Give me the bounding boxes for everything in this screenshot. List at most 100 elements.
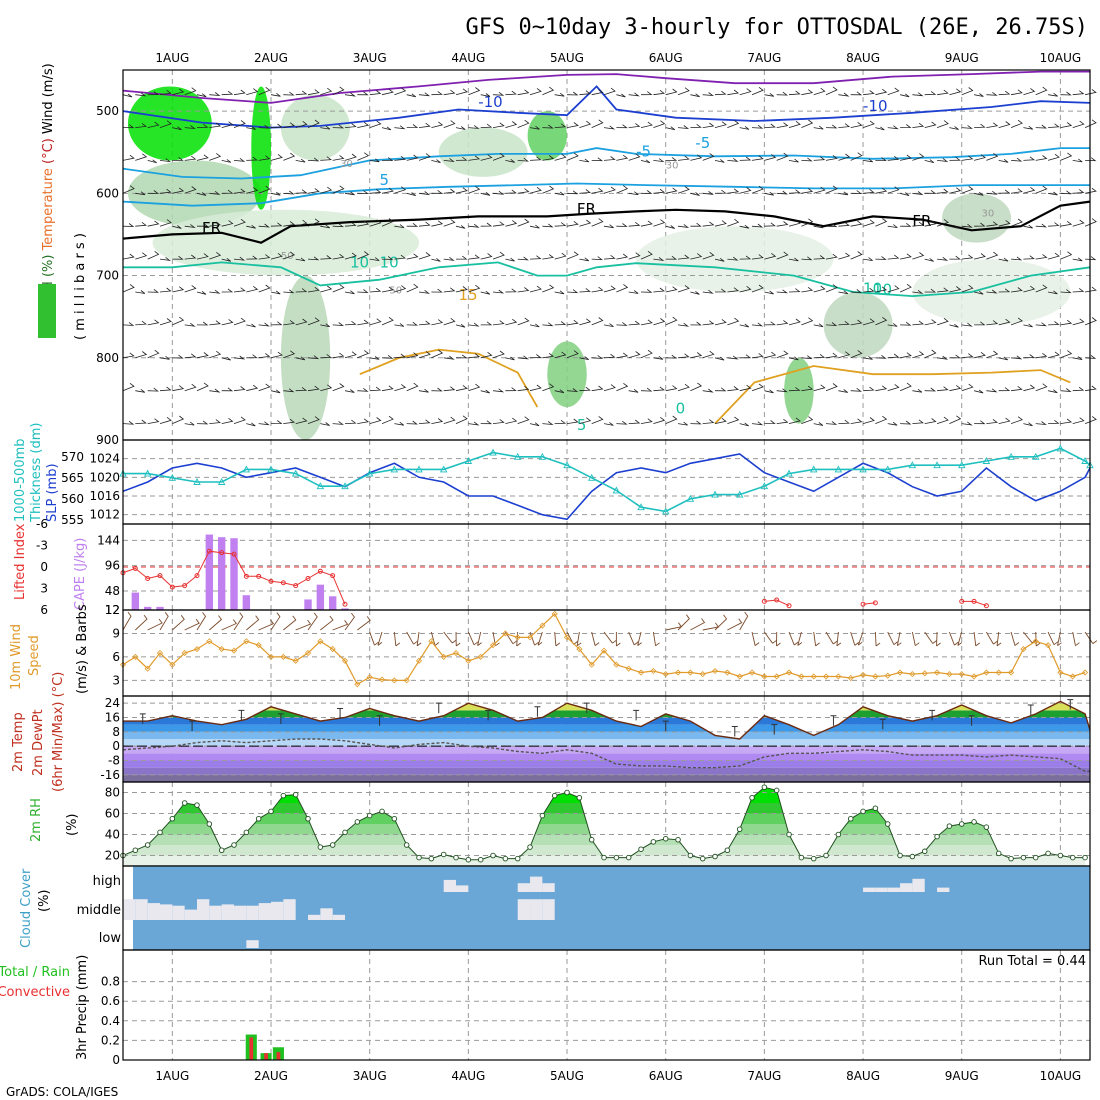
contour-label: 50: [281, 251, 294, 262]
x-tick-label-top: 1AUG: [155, 51, 189, 65]
series-line-slp: [122, 453, 1091, 521]
wind-barb-icon: [295, 288, 308, 293]
wind-barb-icon: [801, 317, 814, 326]
wind-barb-icon: [184, 322, 196, 327]
thickness-marker: [834, 465, 843, 473]
wind-barb-icon: [270, 92, 281, 97]
wind-barb-icon: [357, 616, 371, 631]
wind-barb-icon: [505, 90, 517, 96]
wind-barb-icon: [653, 416, 666, 424]
wind-barb-icon: [443, 386, 456, 392]
wind-barb-icon: [492, 91, 505, 96]
wind-barb-icon: [974, 123, 986, 128]
wind-barb-icon: [233, 355, 246, 360]
rh-point: [280, 792, 287, 799]
wind-barb-icon: [159, 158, 172, 163]
wind-barb-icon: [665, 88, 678, 96]
wind-barb-icon: [665, 385, 678, 392]
wind-barb-icon: [788, 90, 801, 96]
wind-barb-icon: [875, 256, 887, 260]
wind-barb-icon: [751, 155, 764, 161]
rh-point: [625, 854, 632, 861]
wind-barb-icon: [381, 354, 394, 359]
wind-barb-icon: [468, 284, 481, 293]
rh-point: [206, 821, 213, 827]
wind-barb-icon: [998, 121, 1011, 128]
wind-barb-icon: [653, 219, 666, 227]
wind-barb-icon: [332, 322, 345, 326]
thickness-marker: [661, 507, 670, 515]
wind-speed-marker: [650, 667, 657, 675]
wind-barb-icon: [1060, 319, 1073, 326]
wind-speed-marker: [810, 673, 817, 680]
wind-barb-icon: [418, 92, 431, 97]
wind-barb-icon: [640, 319, 653, 326]
wind-barb-icon: [677, 614, 690, 631]
wind-barb-icon: [184, 383, 197, 392]
contour-label: -5: [636, 142, 651, 160]
wind-barb-icon: [887, 224, 898, 228]
wind-barb-icon: [505, 158, 515, 163]
wind-barb-icon: [949, 323, 959, 328]
li-line: [961, 600, 987, 607]
wind-barb-icon: [505, 220, 518, 227]
wind-barb-icon: [172, 88, 185, 96]
precip-tick-label: 0.2: [101, 1033, 120, 1047]
wind-barb-icon: [714, 288, 727, 293]
wind-barb-icon: [986, 350, 999, 359]
y-tick-label: 600: [96, 186, 119, 200]
wind-speed-marker: [711, 667, 719, 675]
wind-barb-icon: [957, 631, 963, 646]
wind-barb-icon: [431, 319, 444, 326]
cape-bar: [217, 537, 226, 610]
wind-barb-icon: [529, 285, 542, 293]
wind-barb-icon: [394, 224, 405, 228]
wind-barb-icon: [1023, 224, 1033, 229]
wind-barb-icon: [924, 387, 937, 392]
max-whisker: [189, 720, 196, 732]
wind-barb-icon: [480, 389, 490, 394]
rh-band: [123, 855, 1086, 866]
wind-barb-icon: [246, 285, 259, 293]
wind-barb-icon: [320, 422, 330, 426]
wind-barb-icon: [283, 418, 296, 424]
wind-barb-icon: [974, 290, 984, 295]
wind-barb-icon: [196, 420, 209, 425]
wind-barb-icon: [862, 318, 875, 326]
thickness-marker: [193, 478, 201, 485]
dewpoint-line: [122, 738, 1090, 772]
wind-barb-icon: [764, 321, 776, 326]
wind-barb-icon: [1023, 186, 1036, 194]
wind-barb-icon: [764, 389, 774, 394]
wind-barb-icon: [159, 287, 172, 293]
thickness-marker: [1056, 444, 1065, 452]
x-tick-label-bottom: 7AUG: [747, 1069, 781, 1083]
wind-barb-icon: [381, 157, 394, 162]
wind-barb-icon: [640, 250, 653, 260]
rh-point: [712, 853, 718, 860]
wind-barb-icon: [418, 289, 431, 294]
cloud-bar-middle: [147, 903, 161, 920]
li-point: [132, 565, 138, 571]
wind-barb-icon: [579, 219, 592, 227]
wind-barb-icon: [863, 287, 875, 293]
wind-barb-icon: [233, 612, 244, 631]
wind-barb-icon: [1085, 89, 1097, 96]
isotherm-line: [122, 85, 1091, 129]
wind-barb-icon: [505, 417, 518, 424]
wind-barb-icon: [394, 285, 407, 293]
wind-barb-icon: [875, 187, 888, 194]
wind-barb-icon: [344, 290, 355, 295]
rh-shading: [912, 259, 1071, 325]
rh-point: [255, 816, 262, 822]
wind-barb-icon: [628, 290, 639, 294]
wind-barb-icon: [1060, 388, 1072, 393]
cloud-bar-low: [246, 940, 259, 948]
wind-barb-icon: [258, 185, 271, 194]
wind-barb-icon: [603, 186, 616, 194]
wind-barb-icon: [467, 631, 479, 646]
wind-barb-icon: [270, 351, 283, 359]
wind-barb-icon: [900, 352, 912, 359]
rh-point: [798, 854, 805, 861]
wind-barb-icon: [357, 152, 370, 161]
